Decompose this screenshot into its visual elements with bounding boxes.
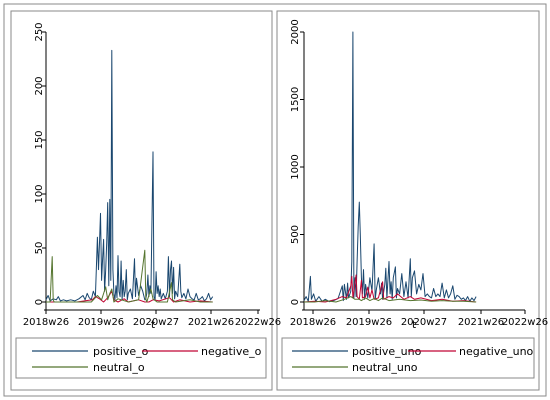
right-chart-panel: 0 500 1000 1500 2000 2018w26 2019w26 2020w27 202… [281, 19, 548, 379]
y-tick-label: 2000 [290, 19, 301, 44]
x-axis-title: t [412, 318, 417, 331]
x-tick-label: 2019w26 [346, 317, 392, 328]
y-tick-label: 0 [34, 299, 45, 305]
legend-label-positive_o: positive_o [93, 345, 149, 358]
legend-label-negative_uno: negative_uno [459, 345, 534, 358]
x-tick-label: 2018w26 [23, 317, 69, 328]
x-tick-label: 2021w26 [188, 317, 234, 328]
x-tick-label: 2020w27 [133, 317, 179, 328]
legend-label-neutral_uno: neutral_uno [352, 361, 418, 374]
x-axis-title: t [151, 318, 156, 331]
legend-label-negative_o: negative_o [201, 345, 262, 358]
y-tick-label: 250 [34, 22, 45, 41]
y-tick-label: 1000 [290, 154, 301, 179]
series-line-negative_uno [303, 274, 477, 303]
x-tick-label: 2018w26 [290, 317, 336, 328]
series-line-neutral_o [46, 249, 213, 303]
y-tick-label: 1500 [290, 87, 301, 112]
series-line-neutral_uno [304, 296, 477, 303]
x-tick-label: 2020w27 [401, 317, 447, 328]
x-tick-label: 2022w26 [502, 317, 548, 328]
y-tick-label: 100 [34, 184, 45, 203]
left-panel-frame [10, 10, 273, 391]
y-tick-label: 500 [290, 225, 301, 244]
legend-box [281, 337, 535, 379]
series-line-positive_o [45, 49, 214, 302]
y-tick-label: 50 [34, 242, 45, 255]
right-panel-frame [276, 10, 540, 391]
outer-frame [3, 3, 547, 397]
legend-box [15, 337, 267, 379]
y-tick-label: 200 [34, 76, 45, 95]
x-tick-label: 2019w26 [78, 317, 124, 328]
y-tick-label: 0 [290, 299, 301, 305]
x-tick-label: 2021w26 [458, 317, 504, 328]
legend-label-positive_uno: positive_uno [352, 345, 422, 358]
left-chart-panel: 0 50 100 150 200 250 2018w26 2019w26 2020w27 2021… [15, 22, 281, 379]
x-tick-label: 2022w26 [235, 317, 281, 328]
y-tick-label: 150 [34, 130, 45, 149]
legend-label-neutral_o: neutral_o [93, 361, 145, 374]
